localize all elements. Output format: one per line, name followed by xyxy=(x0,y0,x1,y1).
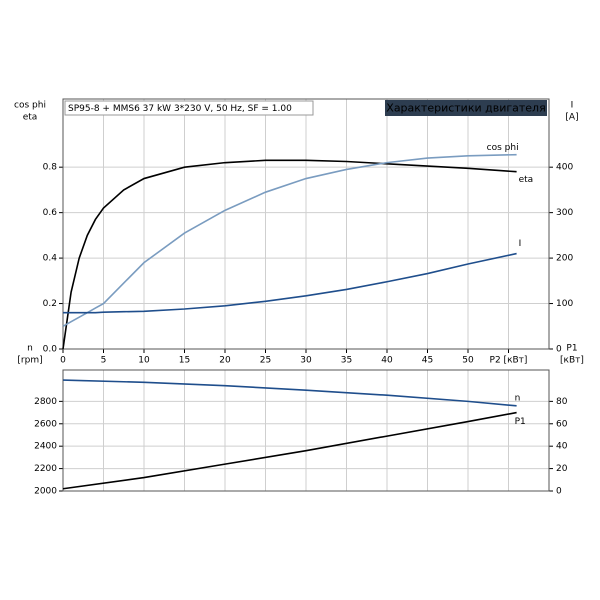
x-tick-label: 20 xyxy=(219,356,231,366)
y2-tick-label: 100 xyxy=(556,299,573,309)
y-tick-label: 0.6 xyxy=(43,208,58,218)
chart-title: SP95-8 + MMS6 37 kW 3*230 V, 50 Hz, SF =… xyxy=(68,104,292,114)
y2-tick-label: 80 xyxy=(556,397,568,407)
subtitle-box xyxy=(385,100,547,116)
y-tick-label: 2400 xyxy=(34,442,57,452)
x-tick-label: 50 xyxy=(462,356,474,366)
y2-tick-label: 20 xyxy=(556,464,568,474)
title-box xyxy=(64,100,314,116)
y2-tick-label: 60 xyxy=(556,419,568,429)
curve xyxy=(62,379,517,407)
y-axis-label: eta xyxy=(23,113,38,123)
y-tick-label: 0.2 xyxy=(43,299,57,309)
curve-label: cos phi xyxy=(487,143,519,153)
curve xyxy=(63,252,517,314)
y2-tick-label: 400 xyxy=(556,163,573,173)
curve-label: eta xyxy=(519,175,534,185)
y2-axis-label: [кВт] xyxy=(560,356,584,366)
curve xyxy=(62,411,517,490)
y2-axis-label: I xyxy=(571,101,574,111)
curve-label: n xyxy=(515,393,521,403)
x-tick-label: 0 xyxy=(60,356,66,366)
x-tick-label: 5 xyxy=(101,356,107,366)
curve-label: I xyxy=(519,239,522,249)
y-axis-label: n xyxy=(27,344,33,354)
y2-tick-label: 300 xyxy=(556,208,573,218)
curve-label: P1 xyxy=(515,417,526,427)
y2-tick-label: 40 xyxy=(556,442,568,452)
y-tick-label: 0.8 xyxy=(43,163,58,173)
y-tick-label: 2200 xyxy=(34,464,57,474)
x-tick-label: 30 xyxy=(300,356,312,366)
plot-frame xyxy=(62,369,550,492)
x-tick-label: 25 xyxy=(260,356,271,366)
curve xyxy=(62,159,517,350)
y2-axis-label: P1 xyxy=(566,344,577,354)
y2-tick-label: 200 xyxy=(556,254,573,264)
y-tick-label: 2000 xyxy=(34,487,57,497)
x-tick-label: 40 xyxy=(381,356,393,366)
y2-tick-label: 0 xyxy=(556,345,562,355)
curve xyxy=(62,153,517,327)
y-tick-label: 0.0 xyxy=(43,345,58,355)
x-tick-label: 15 xyxy=(179,356,190,366)
y-axis-label: [rpm] xyxy=(17,356,42,366)
y2-axis-label: [A] xyxy=(565,113,578,123)
y-tick-label: 2800 xyxy=(34,397,57,407)
x-tick-label: 35 xyxy=(341,356,352,366)
y-axis-label: cos phi xyxy=(14,101,46,111)
y-tick-label: 0.4 xyxy=(43,254,58,264)
y-tick-label: 2600 xyxy=(34,419,57,429)
x-tick-label: 45 xyxy=(422,356,433,366)
chart-subtitle: Характеристики двигателя xyxy=(386,102,545,115)
plot-frame xyxy=(62,98,550,350)
x-tick-label: 10 xyxy=(138,356,150,366)
x-tick-label: P2 [кВт] xyxy=(490,356,528,366)
y2-tick-label: 0 xyxy=(556,487,562,497)
